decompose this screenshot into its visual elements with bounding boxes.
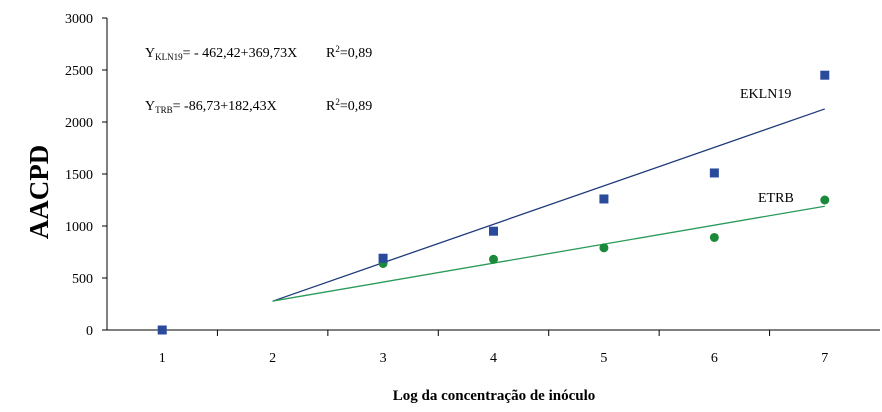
eq1-sub: KLN19	[155, 52, 183, 62]
eq1-r2-sup: 2	[335, 44, 340, 54]
point-ekln19	[378, 253, 388, 263]
series-label-ekln19: EKLN19	[740, 87, 791, 102]
x-tick-label: 2	[269, 351, 276, 366]
y-tick-label: 2000	[65, 116, 93, 131]
x-tick-label: 7	[821, 351, 828, 366]
series-label-etrb: ETRB	[758, 191, 794, 206]
equation-etrb: YTRB= -86,73+182,43X	[145, 99, 277, 115]
y-tick-label: 2500	[65, 64, 93, 79]
eq1-y: Y	[145, 46, 155, 61]
eq2-r: R	[326, 99, 336, 114]
x-tick-label: 3	[380, 351, 387, 366]
equation-etrb-r2: R2=0,89	[326, 97, 372, 114]
eq2-rhs: = -86,73+182,43X	[173, 99, 277, 114]
eq1-r: R	[326, 46, 336, 61]
eq1-rhs: = - 462,42+369,73X	[183, 46, 298, 61]
axes: 0 500 1000 1500 2000 2500 3000 1 2 3 4 5 6 7	[65, 12, 880, 366]
x-axis-label: Log da concentração de inóculo	[393, 388, 596, 404]
point-ekln19	[157, 325, 167, 335]
equation-ekln19-r2: R2=0,89	[326, 44, 372, 61]
y-tick-label: 3000	[65, 12, 93, 27]
point-etrb	[709, 232, 719, 242]
eq2-r2-sup: 2	[335, 97, 340, 107]
x-tick-label: 1	[159, 351, 166, 366]
point-ekln19	[709, 168, 719, 178]
fit-lines	[272, 108, 825, 302]
point-etrb	[599, 243, 609, 253]
point-etrb	[820, 195, 830, 205]
equation-eklн19: YKLN19= - 462,42+369,73X	[145, 46, 297, 62]
y-axis-label: AACPD	[24, 145, 54, 240]
point-ekln19	[820, 70, 830, 80]
x-tick-label: 5	[600, 351, 607, 366]
y-tick-label: 0	[86, 324, 93, 339]
x-tick-label: 4	[490, 351, 497, 366]
eq2-y: Y	[145, 99, 155, 114]
fit-line-ekln19	[272, 108, 825, 302]
y-tick-label: 1000	[65, 220, 93, 235]
point-ekln19	[599, 194, 609, 204]
y-tick-label: 1500	[65, 168, 93, 183]
eq2-sub: TRB	[155, 105, 173, 115]
point-etrb	[489, 254, 498, 264]
fit-line-etrb	[272, 205, 825, 302]
x-tick-label: 6	[711, 351, 718, 366]
point-ekln19	[489, 226, 498, 236]
eq1-r2-val: =0,89	[340, 46, 372, 61]
data-points	[157, 70, 830, 335]
y-tick-label: 500	[72, 272, 93, 287]
eq2-r2-val: =0,89	[340, 99, 372, 114]
